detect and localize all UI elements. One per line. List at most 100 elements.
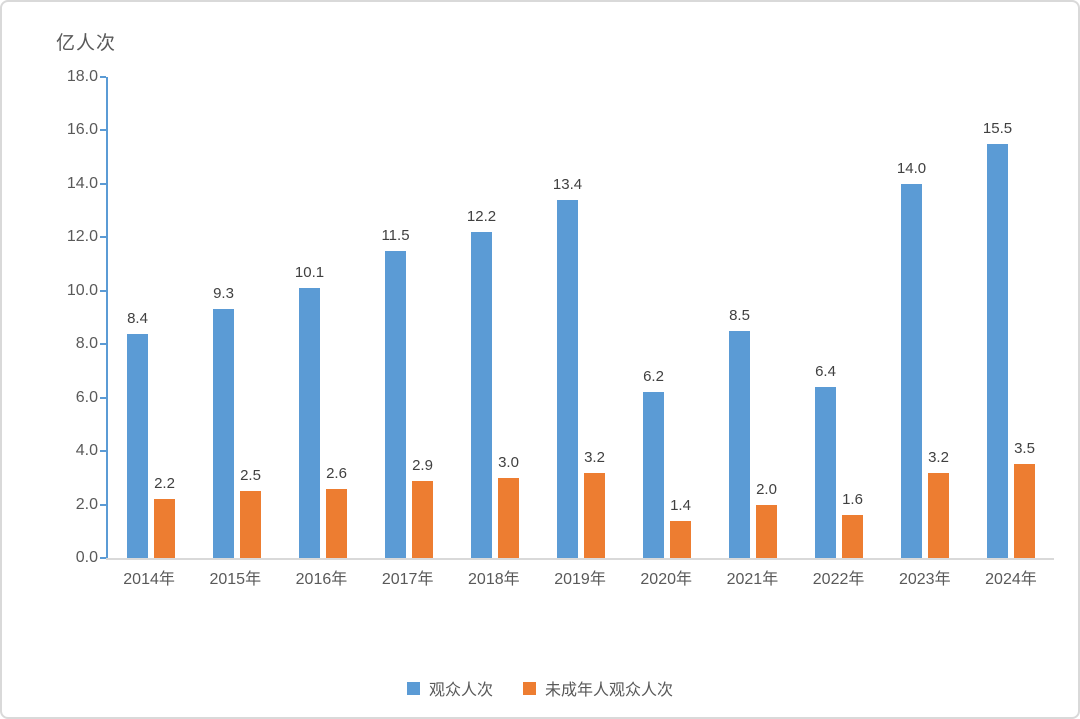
bar-value-label: 3.2 [584,448,605,466]
y-tick-mark [100,396,106,399]
bar: 13.4 [553,176,582,558]
legend: 观众人次 未成年人观众人次 [2,676,1078,700]
bar-value-label: 6.2 [643,368,664,386]
y-tick-label: 18.0 [66,68,98,85]
x-axis-label: 2024年 [985,571,1037,588]
bar-value-label: 10.1 [294,264,325,282]
y-tick-mark [100,557,106,559]
y-axis-title: 亿人次 [56,33,117,54]
y-tick-label: 0.0 [75,549,98,566]
bar-value-label: 8.5 [729,306,750,324]
bar-group: 12.2 3.0 [452,77,538,558]
bar-group: 13.4 3.2 [538,77,624,558]
bar-group: 11.5 2.9 [366,77,452,558]
y-tick-mark [100,129,106,132]
y-tick-label: 8.0 [75,335,98,353]
bar-value-label: 6.4 [815,362,836,380]
bar-value-label: 11.5 [381,226,410,244]
bar: 15.5 [983,120,1012,558]
y-tick-mark [100,450,106,453]
y-tick-label: 14.0 [66,174,98,192]
y-tick-label: 16.0 [66,121,98,139]
bar-group: 14.0 3.2 [882,77,968,558]
y-tick-label: 2.0 [75,495,98,513]
y-tick-label: 10.0 [66,281,98,299]
bar-value-label: 2.6 [326,464,347,482]
legend-item: 未成年人观众人次 [523,676,673,700]
x-axis-label: 2014年 [123,571,175,588]
bar-value-label: 1.4 [670,496,691,514]
bar-value-label: 2.9 [412,456,433,474]
bar: 8.4 [127,310,148,558]
bar-group: 9.3 2.5 [194,77,280,558]
y-tick-label: 6.0 [75,388,98,406]
bar: 14.0 [897,160,926,558]
x-axis-label: 2023年 [898,571,951,588]
x-axis-label: 2015年 [209,571,262,588]
y-tick-mark [100,182,106,185]
x-axis-label: 2018年 [468,571,520,588]
bar: 1.6 [842,491,863,558]
bar-value-label: 9.3 [213,285,234,303]
bar-value-label: 1.6 [842,491,863,509]
bar: 10.1 [295,264,324,558]
legend-label: 观众人次 [428,682,493,699]
bar: 2.6 [326,465,347,558]
x-axis-labels: 2014年 2015年 2016年 2017年 2018年 2019年 2020年 2021年… [106,565,1054,589]
bar-value-label: 3.5 [1014,440,1035,458]
bar: 3.0 [498,454,519,558]
bar-groups: 8.4 2.2 9.3 2.5 10.1 2.6 11.5 2.9 12.2 3.0 13.4 3.2… [108,77,1054,558]
bar-value-label: 2.2 [154,475,175,493]
bar: 2.5 [240,467,261,558]
bar-group: 10.1 2.6 [280,77,366,558]
legend-swatch [523,681,536,695]
bar-value-label: 2.5 [240,467,261,485]
x-axis-label: 2020年 [640,571,693,588]
bar: 2.0 [756,481,777,558]
plot-area: 8.4 2.2 9.3 2.5 10.1 2.6 11.5 2.9 12.2 3.0 13.4 3.2… [106,77,1054,560]
bar-group: 6.2 1.4 [624,77,710,558]
bar-value-label: 15.5 [982,119,1013,137]
y-tick-mark [100,503,106,506]
y-tick-mark [100,343,106,346]
bar: 12.2 [467,208,496,558]
bar: 9.3 [213,285,234,558]
bar-value-label: 12.2 [466,208,497,225]
y-tick-label: 12.0 [66,228,98,246]
x-axis-label: 2016年 [295,571,348,588]
bar-value-label: 3.0 [498,453,519,471]
y-tick-mark [100,289,106,292]
bar-group: 6.4 1.6 [796,77,882,558]
bar: 8.5 [729,307,750,558]
bar: 1.4 [670,497,691,558]
bar: 11.5 [381,227,410,558]
bar-value-label: 14.0 [896,159,927,177]
bar: 2.2 [154,475,175,558]
bar: 3.2 [928,449,949,558]
bar-group: 8.4 2.2 [108,77,194,558]
bar: 3.2 [584,449,605,558]
y-tick-mark [100,236,106,239]
x-axis-label: 2022年 [812,571,865,588]
bar-value-label: 8.4 [127,309,148,327]
bar-value-label: 3.2 [928,448,949,466]
bar: 3.5 [1014,440,1035,558]
x-axis-label: 2021年 [726,571,779,588]
bar: 6.2 [643,368,664,558]
bar-group: 8.5 2.0 [710,77,796,558]
y-tick-mark [100,76,106,78]
legend-swatch [406,681,420,695]
legend-item: 观众人次 [406,676,493,700]
bar-value-label: 2.0 [756,480,777,498]
y-axis-line [106,77,108,558]
x-axis-label: 2019年 [554,571,606,588]
bar-value-label: 13.4 [552,175,583,193]
bar-group: 15.5 3.5 [968,77,1054,558]
x-axis-line [106,558,1054,560]
bar: 6.4 [815,363,836,558]
legend-label: 未成年人观众人次 [545,682,674,699]
bar: 2.9 [412,457,433,558]
y-tick-label: 4.0 [75,442,98,460]
x-axis-label: 2017年 [381,571,434,588]
